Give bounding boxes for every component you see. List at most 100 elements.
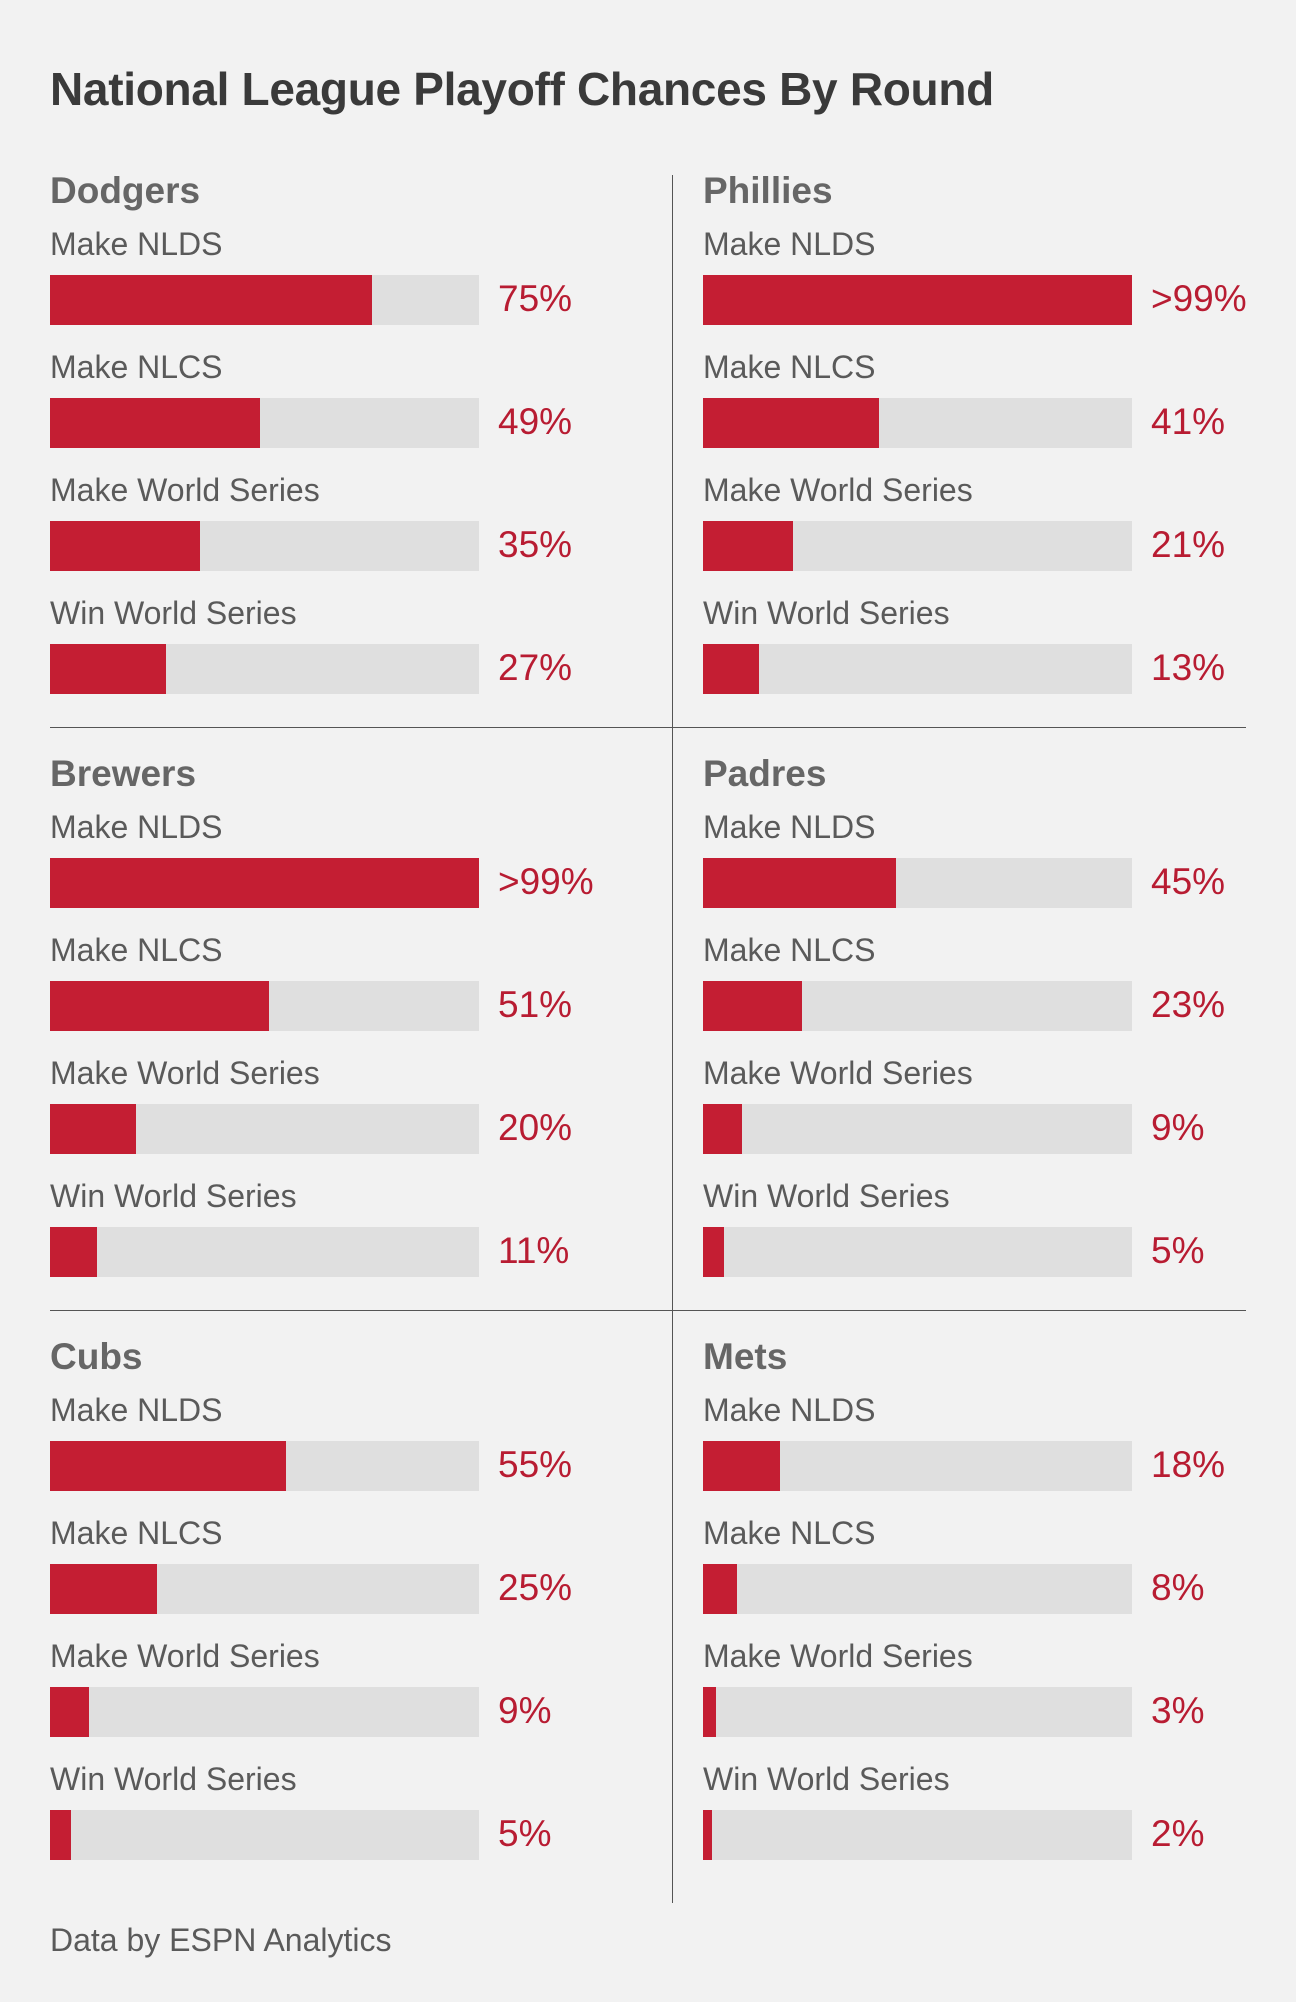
bar-track bbox=[50, 858, 479, 908]
bar-cubs-1 bbox=[50, 1564, 158, 1614]
value-label: 2% bbox=[1151, 1813, 1205, 1854]
team-panel-mets: Mets Make NLDS 18% Make NLCS 8% Make World Se… bbox=[703, 1336, 1296, 1896]
round-label: Make World Series bbox=[703, 472, 973, 508]
round-label: Make NLDS bbox=[703, 809, 876, 845]
round-label: Make NLCS bbox=[703, 1515, 876, 1551]
round-label: Win World Series bbox=[703, 1178, 950, 1214]
vertical-divider bbox=[672, 175, 673, 1903]
round-label: Make NLCS bbox=[50, 932, 223, 968]
value-label: 5% bbox=[498, 1813, 552, 1854]
bar-brewers-2 bbox=[50, 1104, 136, 1154]
bar-track bbox=[703, 981, 1132, 1031]
bar-cubs-3 bbox=[50, 1810, 72, 1860]
bar-dodgers-0 bbox=[50, 275, 372, 325]
round-label: Make NLCS bbox=[50, 1515, 223, 1551]
round-label: Make World Series bbox=[703, 1638, 973, 1674]
team-name: Padres bbox=[703, 753, 827, 794]
bar-track bbox=[50, 1810, 479, 1860]
team-panel-cubs: Cubs Make NLDS 55% Make NLCS 25% Make World S… bbox=[50, 1336, 650, 1896]
bar-track bbox=[703, 858, 1132, 908]
bar-brewers-1 bbox=[50, 981, 269, 1031]
team-name: Brewers bbox=[50, 753, 197, 794]
round-label: Make NLDS bbox=[50, 809, 223, 845]
chart-title: National League Playoff Chances By Round bbox=[50, 63, 994, 115]
bar-track bbox=[50, 1441, 479, 1491]
value-label: 11% bbox=[498, 1230, 570, 1271]
horizontal-divider-bottom bbox=[50, 1310, 1246, 1311]
bar-dodgers-2 bbox=[50, 521, 201, 571]
bar-track bbox=[703, 644, 1132, 694]
bar-phillies-3 bbox=[703, 644, 759, 694]
bar-track bbox=[703, 1441, 1132, 1491]
bar-track bbox=[703, 1104, 1132, 1154]
team-name: Cubs bbox=[50, 1336, 143, 1377]
bar-track bbox=[50, 521, 479, 571]
round-label: Make World Series bbox=[50, 1055, 320, 1091]
bar-brewers-0 bbox=[50, 858, 479, 908]
bar-phillies-2 bbox=[703, 521, 794, 571]
value-label: 18% bbox=[1151, 1444, 1226, 1485]
value-label: 25% bbox=[498, 1567, 573, 1608]
round-label: Win World Series bbox=[703, 595, 950, 631]
bar-padres-3 bbox=[703, 1227, 725, 1277]
team-panel-dodgers: Dodgers Make NLDS 75% Make NLCS 49% Make Worl… bbox=[50, 170, 650, 730]
value-label: >99% bbox=[1151, 278, 1247, 319]
round-label: Make NLCS bbox=[703, 932, 876, 968]
round-label: Make NLCS bbox=[703, 349, 876, 385]
bar-track bbox=[703, 521, 1132, 571]
value-label: 13% bbox=[1151, 647, 1226, 688]
bar-track bbox=[703, 398, 1132, 448]
round-label: Make World Series bbox=[50, 1638, 320, 1674]
team-name: Phillies bbox=[703, 170, 833, 211]
value-label: 9% bbox=[498, 1690, 552, 1731]
team-panel-phillies: Phillies Make NLDS >99% Make NLCS 41% Make Wo… bbox=[703, 170, 1296, 730]
value-label: 45% bbox=[1151, 861, 1226, 902]
team-panel-padres: Padres Make NLDS 45% Make NLCS 23% Make World… bbox=[703, 753, 1296, 1313]
round-label: Make World Series bbox=[703, 1055, 973, 1091]
value-label: 9% bbox=[1151, 1107, 1205, 1148]
team-name: Mets bbox=[703, 1336, 788, 1377]
bar-mets-2 bbox=[703, 1687, 716, 1737]
value-label: 5% bbox=[1151, 1230, 1205, 1271]
bar-phillies-0 bbox=[703, 275, 1132, 325]
value-label: 49% bbox=[498, 401, 573, 442]
round-label: Win World Series bbox=[50, 595, 297, 631]
bar-track bbox=[50, 1564, 479, 1614]
bar-padres-0 bbox=[703, 858, 897, 908]
value-label: 3% bbox=[1151, 1690, 1205, 1731]
value-label: 75% bbox=[498, 278, 573, 319]
bar-track bbox=[50, 275, 479, 325]
round-label: Win World Series bbox=[50, 1178, 297, 1214]
bar-track bbox=[50, 398, 479, 448]
round-label: Make World Series bbox=[50, 472, 320, 508]
value-label: 41% bbox=[1151, 401, 1226, 442]
bar-mets-0 bbox=[703, 1441, 781, 1491]
bar-mets-3 bbox=[703, 1810, 712, 1860]
bar-padres-1 bbox=[703, 981, 802, 1031]
source-note: Data by ESPN Analytics bbox=[50, 1922, 392, 1958]
bar-track bbox=[703, 275, 1132, 325]
round-label: Win World Series bbox=[703, 1761, 950, 1797]
bar-padres-2 bbox=[703, 1104, 742, 1154]
bar-track bbox=[50, 1104, 479, 1154]
bar-cubs-2 bbox=[50, 1687, 89, 1737]
value-label: 55% bbox=[498, 1444, 573, 1485]
bar-cubs-0 bbox=[50, 1441, 286, 1491]
round-label: Make NLDS bbox=[50, 226, 223, 262]
round-label: Make NLDS bbox=[703, 1392, 876, 1428]
horizontal-divider-top bbox=[50, 727, 1246, 728]
value-label: 21% bbox=[1151, 524, 1226, 565]
round-label: Make NLDS bbox=[703, 226, 876, 262]
bar-track bbox=[703, 1564, 1132, 1614]
value-label: 35% bbox=[498, 524, 573, 565]
bar-mets-1 bbox=[703, 1564, 738, 1614]
bar-track bbox=[50, 1227, 479, 1277]
team-panel-brewers: Brewers Make NLDS >99% Make NLCS 51% Make Wor… bbox=[50, 753, 650, 1313]
value-label: 8% bbox=[1151, 1567, 1205, 1608]
bar-track bbox=[703, 1687, 1132, 1737]
value-label: >99% bbox=[498, 861, 594, 902]
bar-track bbox=[50, 644, 479, 694]
bar-brewers-3 bbox=[50, 1227, 98, 1277]
bar-track bbox=[703, 1227, 1132, 1277]
round-label: Make NLDS bbox=[50, 1392, 223, 1428]
